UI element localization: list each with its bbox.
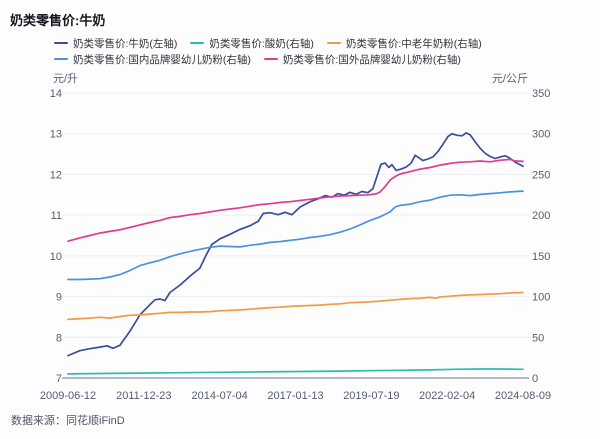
svg-text:100: 100 (532, 292, 550, 304)
svg-text:250: 250 (532, 169, 550, 181)
svg-text:300: 300 (532, 129, 550, 141)
legend-line-icon (263, 57, 278, 61)
svg-text:12: 12 (50, 169, 62, 181)
svg-text:50: 50 (532, 332, 544, 344)
svg-text:8: 8 (56, 332, 62, 344)
chart-title: 奶类零售价:牛奶 (10, 13, 106, 28)
legend-item-label: 奶类零售价:牛奶(左轴) (73, 37, 178, 50)
legend-item-foreign-infant-formula[interactable]: 奶类零售价:国外品牌婴幼儿奶粉(右轴) (263, 52, 461, 67)
legend: 奶类零售价:牛奶(左轴) 奶类零售价:酸奶(右轴) 奶类零售价:中老年奶粉(右轴… (54, 35, 554, 67)
legend-item-label: 奶类零售价:国外品牌婴幼儿奶粉(右轴) (282, 53, 461, 66)
svg-text:11: 11 (51, 210, 62, 222)
legend-line-icon (326, 41, 341, 45)
right-axis-unit: 元/公斤 (491, 73, 528, 85)
svg-text:7: 7 (56, 373, 62, 385)
legend-row-2: 奶类零售价:国内品牌婴幼儿奶粉(右轴) 奶类零售价:国外品牌婴幼儿奶粉(右轴) (54, 51, 554, 67)
svg-text:9: 9 (56, 292, 62, 304)
svg-text:0: 0 (532, 373, 538, 385)
svg-text:2014-07-04: 2014-07-04 (192, 390, 248, 402)
svg-text:350: 350 (532, 88, 550, 100)
legend-line-icon (54, 57, 68, 61)
legend-item-milk[interactable]: 奶类零售价:牛奶(左轴) (54, 36, 177, 51)
legend-item-yogurt[interactable]: 奶类零售价:酸奶(右轴) (190, 36, 314, 51)
legend-item-domestic-infant-formula[interactable]: 奶类零售价:国内品牌婴幼儿奶粉(右轴) (54, 52, 251, 67)
legend-item-label: 奶类零售价:国内品牌婴幼儿奶粉(右轴) (73, 53, 251, 66)
svg-text:2024-08-09: 2024-08-09 (495, 390, 551, 402)
svg-text:200: 200 (532, 210, 550, 222)
svg-text:2022-02-04: 2022-02-04 (419, 390, 475, 402)
legend-item-label: 奶类零售价:中老年奶粉(右轴) (345, 37, 482, 50)
legend-line-icon (54, 41, 68, 45)
data-source: 数据来源：同花顺iFinD (11, 415, 125, 427)
svg-text:10: 10 (50, 251, 62, 263)
legend-item-senior-milk-powder[interactable]: 奶类零售价:中老年奶粉(右轴) (326, 36, 482, 51)
svg-text:13: 13 (50, 129, 62, 141)
svg-text:150: 150 (532, 251, 550, 263)
legend-item-label: 奶类零售价:酸奶(右轴) (209, 37, 314, 50)
svg-text:2011-12-23: 2011-12-23 (116, 390, 171, 402)
svg-text:14: 14 (50, 88, 62, 100)
left-axis-unit: 元/升 (53, 73, 79, 85)
svg-text:2019-07-19: 2019-07-19 (343, 390, 399, 402)
svg-text:2009-06-12: 2009-06-12 (40, 390, 96, 402)
svg-text:2017-01-13: 2017-01-13 (267, 390, 323, 402)
legend-row-1: 奶类零售价:牛奶(左轴) 奶类零售价:酸奶(右轴) 奶类零售价:中老年奶粉(右轴… (54, 35, 554, 51)
legend-line-icon (190, 41, 205, 45)
